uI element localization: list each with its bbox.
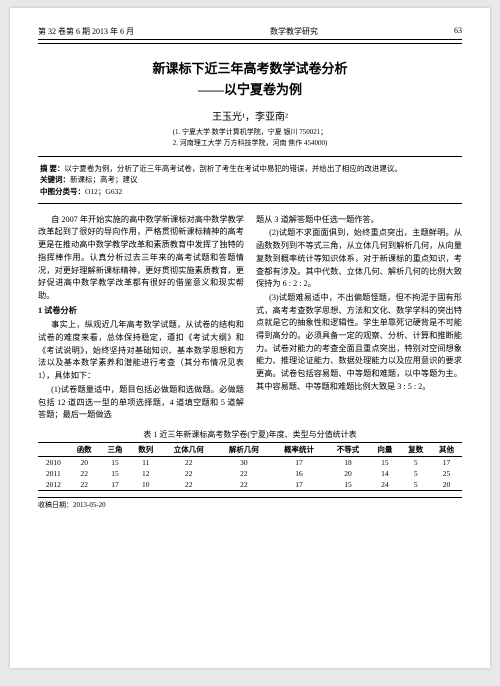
header-left: 第 32 卷第 6 期 2013 年 6 月	[38, 26, 134, 37]
section-heading-1: 1 试卷分析	[38, 305, 244, 318]
table-cell: 5	[400, 468, 431, 479]
table-cell: 17	[100, 479, 131, 491]
table-header: 其他	[431, 443, 462, 457]
abstract-line: 摘 要：以宁夏卷为例，分析了近三年高考试卷，剖析了考生在考试中易犯的错误，并给出…	[40, 163, 460, 174]
table-caption: 表 1 近三年新课标高考数学卷(宁夏)年度、类型与分值统计表	[38, 429, 462, 440]
abstract-label: 摘 要：	[40, 164, 64, 173]
article-subtitle: ——以宁夏卷为例	[38, 79, 462, 98]
table-cell: 5	[400, 457, 431, 469]
table-cell: 18	[327, 457, 370, 469]
paragraph: 事实上，纵观近几年高考数学试题，从试卷的结构和试卷的难度来看，总体保持稳定，遵扣…	[38, 319, 244, 383]
table-header: 三角	[100, 443, 131, 457]
table-cell: 22	[216, 468, 271, 479]
table-cell: 15	[327, 479, 370, 491]
paragraph: (2)试题不求面面俱到，始终重点突出，主题鲜明。从函数数列到不等式三角，从立体几…	[256, 227, 462, 291]
paragraph: (1)试卷题量适中，题目包括必做题和选做题。必做题包括 12 道四选一型的单项选…	[38, 384, 244, 422]
table-cell: 17	[431, 457, 462, 469]
table-cell: 15	[370, 457, 401, 469]
received-date: 2013-05-20	[73, 501, 106, 509]
table-cell: 20	[327, 468, 370, 479]
stats-table: 函数 三角 数列 立体几何 解析几何 概率统计 不等式 向量 复数 其他 201…	[38, 442, 462, 491]
table-cell: 20	[69, 457, 100, 469]
clc-text: O12；G632	[85, 187, 122, 196]
table-row: 2012 22 17 10 22 22 17 15 24 5 20	[38, 479, 462, 491]
table-cell: 22	[161, 479, 216, 491]
page-header: 第 32 卷第 6 期 2013 年 6 月 数学教学研究 63	[38, 26, 462, 40]
table-cell: 22	[161, 457, 216, 469]
table-cell: 10	[130, 479, 161, 491]
right-column: 题从 3 道解答题中任选一题作答。 (2)试题不求面面俱到，始终重点突出，主题鲜…	[256, 214, 462, 423]
table-cell: 22	[161, 468, 216, 479]
table-cell: 17	[271, 457, 326, 469]
header-rule	[38, 42, 462, 44]
table-cell: 2010	[38, 457, 69, 469]
table-cell: 11	[130, 457, 161, 469]
table-row: 2011 22 15 12 22 22 16 20 14 5 25	[38, 468, 462, 479]
table-cell: 30	[216, 457, 271, 469]
keywords-line: 关键词：新课标；高考；建议	[40, 174, 460, 185]
table-cell: 16	[271, 468, 326, 479]
table-cell: 2011	[38, 468, 69, 479]
table-cell: 22	[69, 468, 100, 479]
table-row: 2010 20 15 11 22 30 17 18 15 5 17	[38, 457, 462, 469]
table-cell: 14	[370, 468, 401, 479]
page: 第 32 卷第 6 期 2013 年 6 月 数学教学研究 63 新课标下近三年…	[10, 8, 490, 668]
affiliation-1: (1. 宁夏大学 数学计算机学院，宁夏 银川 750021；	[38, 127, 462, 137]
article-title: 新课标下近三年高考数学试卷分析	[38, 58, 462, 77]
left-column: 自 2007 年开始实施的高中数学新课标对高中数学教学改革起到了很好的导向作用，…	[38, 214, 244, 423]
table-header: 函数	[69, 443, 100, 457]
table-cell: 20	[431, 479, 462, 491]
authors: 王玉光¹，李亚南²	[38, 108, 462, 123]
affiliation-2: 2. 河南理工大学 万方科技学院，河南 焦作 454000)	[38, 138, 462, 148]
table-cell: 22	[216, 479, 271, 491]
table-header: 向量	[370, 443, 401, 457]
abstract-text: 以宁夏卷为例，分析了近三年高考试卷，剖析了考生在考试中易犯的错误，并给出了相应的…	[64, 164, 402, 173]
footer: 收稿日期：2013-05-20	[38, 497, 462, 510]
table-cell: 12	[130, 468, 161, 479]
table-cell: 22	[69, 479, 100, 491]
paragraph: (3)试题难易适中，不出偏题怪题，但不拘泥于固有形式，高考考查数学思想、方法和文…	[256, 292, 462, 394]
received-date-label: 收稿日期：	[38, 501, 73, 509]
body-columns: 自 2007 年开始实施的高中数学新课标对高中数学教学改革起到了很好的导向作用，…	[38, 214, 462, 423]
table-header: 数列	[130, 443, 161, 457]
table-cell: 5	[400, 479, 431, 491]
clc-label: 中图分类号：	[40, 187, 85, 196]
table-header	[38, 443, 69, 457]
table-cell: 25	[431, 468, 462, 479]
paragraph: 题从 3 道解答题中任选一题作答。	[256, 214, 462, 227]
table-cell: 17	[271, 479, 326, 491]
table-cell: 24	[370, 479, 401, 491]
header-center: 数学教学研究	[270, 26, 318, 37]
paragraph: 自 2007 年开始实施的高中数学新课标对高中数学教学改革起到了很好的导向作用，…	[38, 214, 244, 303]
keywords-label: 关键词：	[40, 175, 70, 184]
table-cell: 15	[100, 468, 131, 479]
clc-line: 中图分类号：O12；G632	[40, 186, 460, 197]
table-cell: 15	[100, 457, 131, 469]
table-cell: 2012	[38, 479, 69, 491]
table-header: 立体几何	[161, 443, 216, 457]
table-header: 解析几何	[216, 443, 271, 457]
table-header: 复数	[400, 443, 431, 457]
keywords-text: 新课标；高考；建议	[70, 175, 138, 184]
table-header: 概率统计	[271, 443, 326, 457]
header-page-number: 63	[454, 26, 462, 37]
abstract-box: 摘 要：以宁夏卷为例，分析了近三年高考试卷，剖析了考生在考试中易犯的错误，并给出…	[38, 156, 462, 204]
table-header: 不等式	[327, 443, 370, 457]
table-header-row: 函数 三角 数列 立体几何 解析几何 概率统计 不等式 向量 复数 其他	[38, 443, 462, 457]
